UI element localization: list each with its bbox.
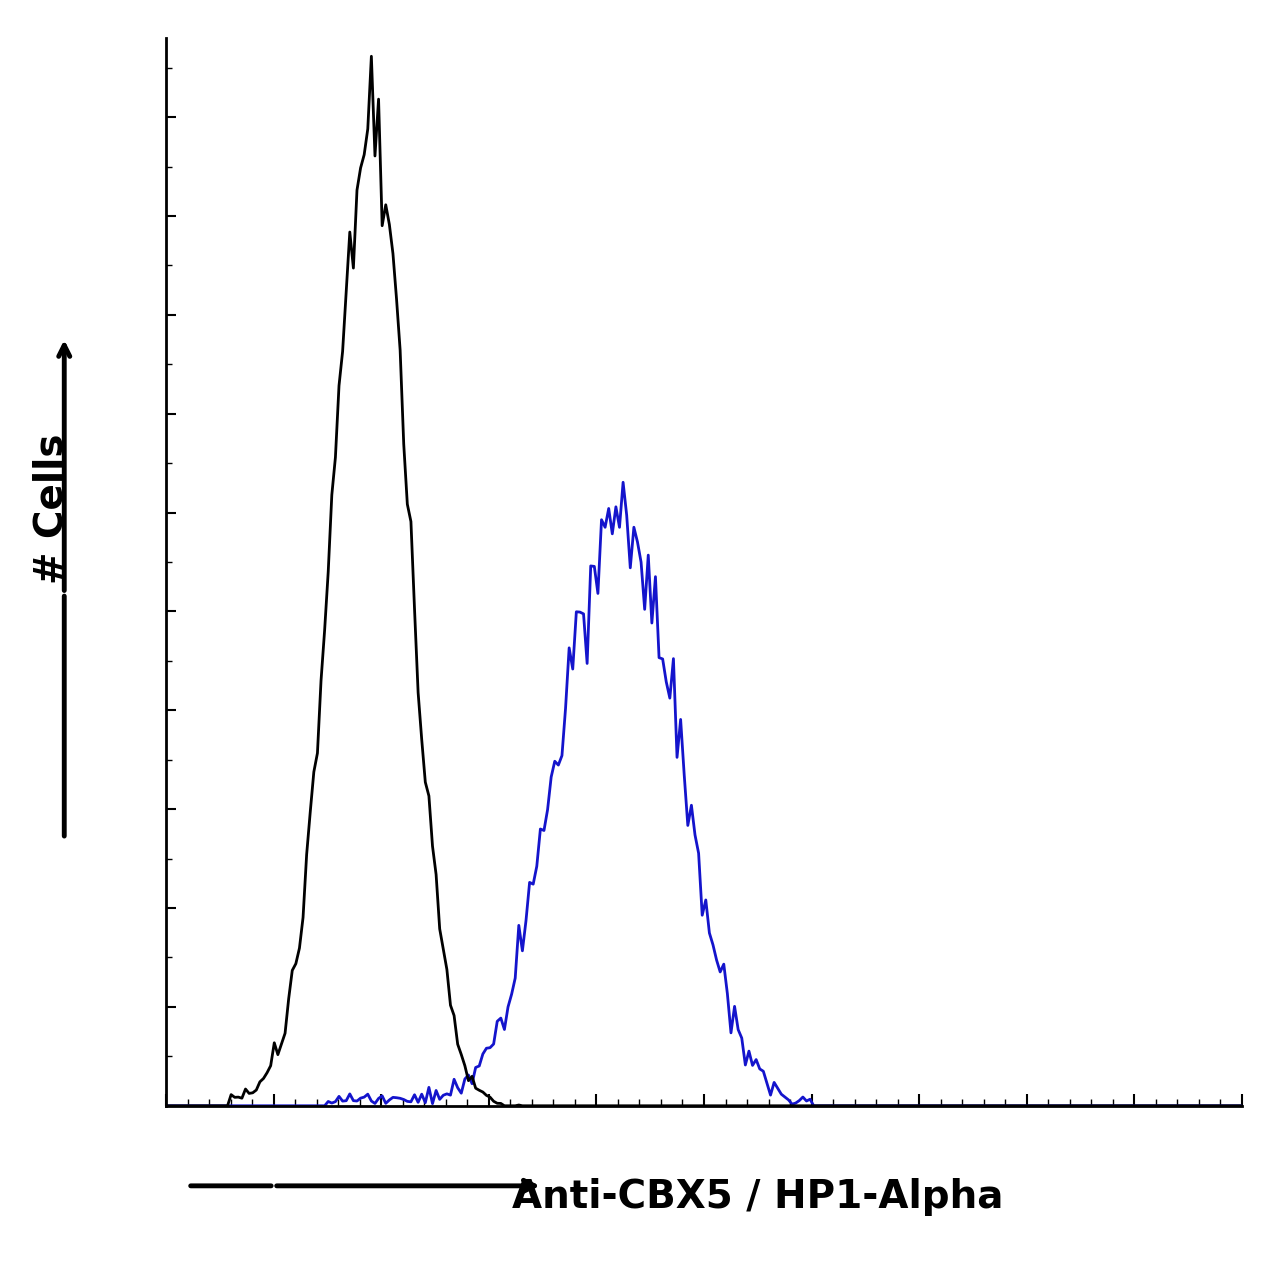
Text: Anti-CBX5 / HP1-Alpha: Anti-CBX5 / HP1-Alpha bbox=[512, 1177, 1004, 1215]
Text: # Cells: # Cells bbox=[32, 433, 70, 583]
